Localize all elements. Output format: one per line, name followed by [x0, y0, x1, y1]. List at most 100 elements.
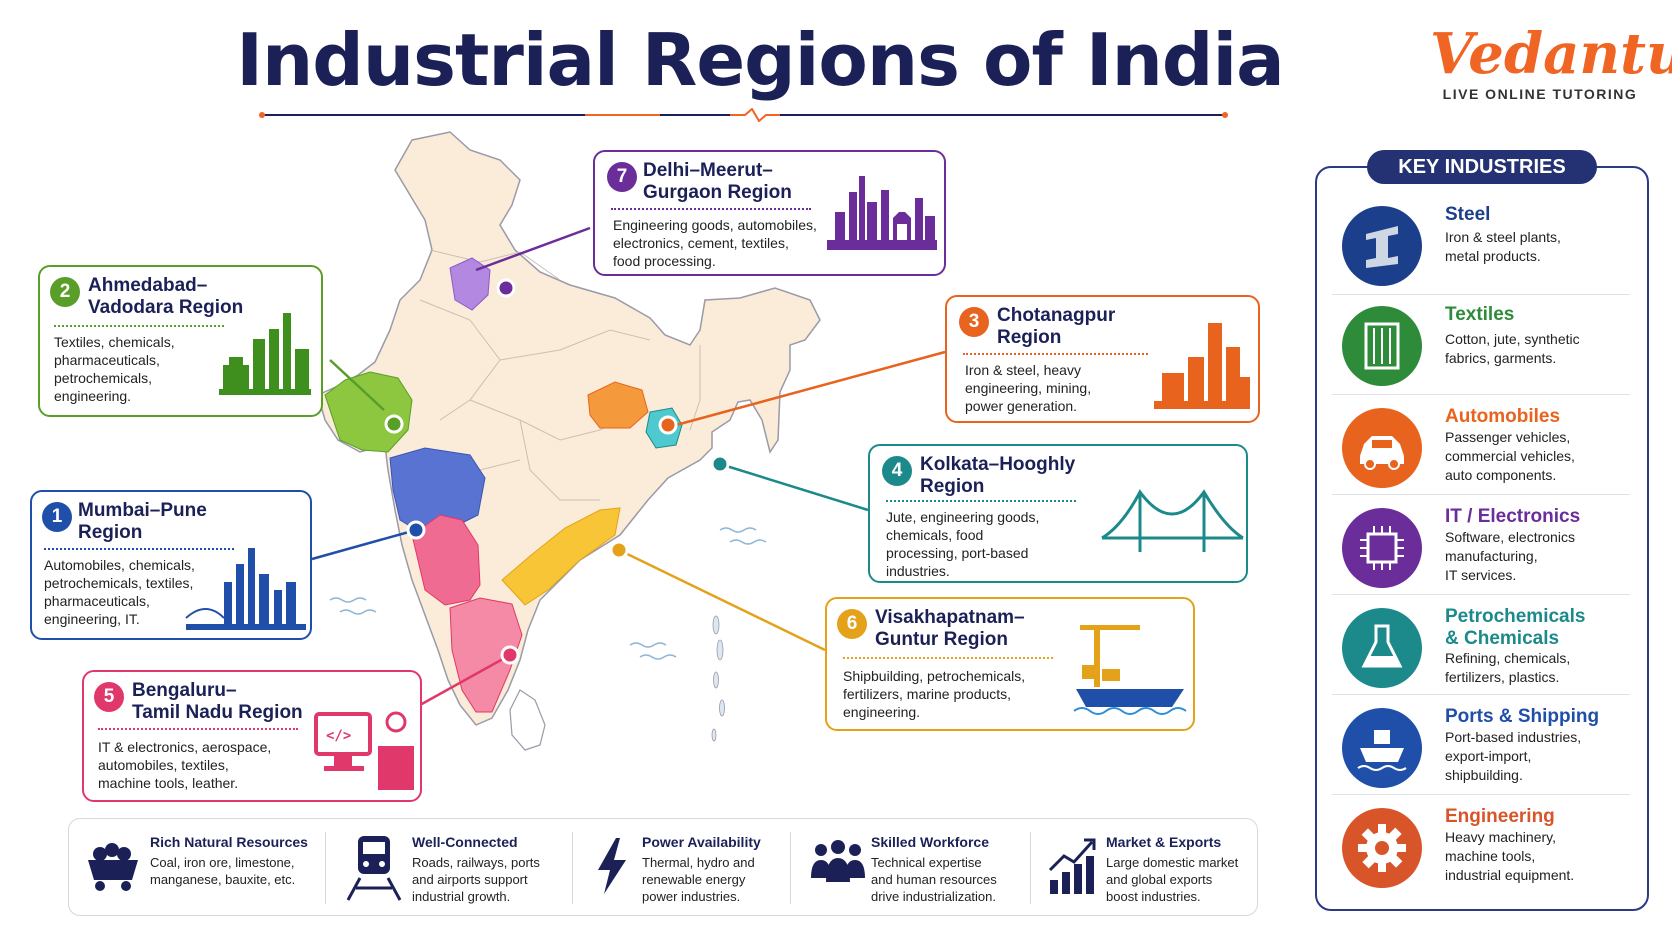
- lightning-icon: [598, 838, 626, 894]
- region-delhi-area: [449, 257, 491, 311]
- region-number-badge: 4: [882, 456, 912, 486]
- region-karnataka-area: [411, 514, 481, 606]
- sea-waves: [329, 527, 767, 660]
- marker-chotanagpur: [658, 415, 678, 435]
- factor-title: Market & Exports: [1106, 834, 1222, 850]
- region-card-visakhapatnam[interactable]: 6 Visakhapatnam– Guntur Region Shipbuildi…: [825, 597, 1195, 731]
- region-number-badge: 5: [94, 682, 124, 712]
- region-description: Shipbuilding, petrochemicals, fertilizers…: [843, 668, 1026, 720]
- industry-name: Engineering: [1445, 806, 1555, 827]
- factor-description: Technical expertise and human resources dr…: [871, 855, 997, 904]
- region-title: Chotanagpur Region: [997, 305, 1116, 348]
- separator: [790, 832, 791, 904]
- factor-description: Roads, railways, ports and airports suppo…: [412, 855, 540, 904]
- region-title: Bengaluru– Tamil Nadu Region: [132, 680, 303, 723]
- marker-delhi: [496, 278, 516, 298]
- skyline-bridge-icon: [185, 548, 306, 630]
- region-title: Kolkata–Hooghly Region: [920, 454, 1076, 497]
- factor-description: Large domestic market and global exports b…: [1106, 855, 1239, 904]
- steel-beam-icon: [1342, 206, 1422, 286]
- people-icon: [811, 840, 865, 882]
- region-description: Jute, engineering goods, chemicals, food p…: [886, 509, 1040, 579]
- separator: [1332, 494, 1630, 495]
- separator: [1332, 594, 1630, 595]
- industry-description: Refining, chemicals, fertilizers, plastic…: [1445, 650, 1571, 685]
- region-tamilnadu-area: [449, 597, 523, 713]
- separator: [1332, 294, 1630, 295]
- divider: [611, 208, 811, 210]
- industry-name: Ports & Shipping: [1445, 706, 1600, 727]
- region-number-badge: 6: [837, 609, 867, 639]
- region-card-ahmedabad[interactable]: 2 Ahmedabad– Vadodara Region Textiles, ch…: [38, 265, 323, 417]
- region-card-bengaluru[interactable]: 5 Bengaluru– Tamil Nadu Region IT & elect…: [82, 670, 422, 802]
- train-icon: [346, 836, 402, 901]
- region-maharashtra-area: [389, 447, 486, 533]
- region-title: Mumbai–Pune Region: [78, 500, 207, 543]
- chip-icon: [1342, 508, 1422, 588]
- industry-description: Heavy machinery, machine tools, industrial…: [1445, 829, 1575, 883]
- region-chotanagpur-area: [587, 381, 649, 429]
- factor-title: Well-Connected: [412, 834, 518, 850]
- industry-steel[interactable]: Steel Iron & steel plants, metal products…: [1330, 196, 1630, 296]
- region-description: Iron & steel, heavy engineering, mining, p…: [965, 362, 1092, 414]
- city-skyline-icon: [827, 176, 937, 250]
- divider: [98, 728, 298, 730]
- key-industries-heading: KEY INDUSTRIES: [1367, 150, 1597, 184]
- industry-it-electronics[interactable]: IT / Electronics Software, electronics ma…: [1330, 498, 1630, 598]
- marker-ahmedabad: [384, 414, 404, 434]
- region-number-badge: 2: [50, 277, 80, 307]
- port-crane-icon: [1073, 625, 1187, 715]
- region-andhra-area: [501, 507, 621, 606]
- divider: [963, 353, 1148, 355]
- logo-wordmark: Vedantu: [1430, 21, 1672, 87]
- brand-logo[interactable]: Vedantu LIVE ONLINE TUTORING: [1430, 21, 1672, 102]
- factor-connectivity[interactable]: Well-Connected Roads, railways, ports and…: [340, 826, 570, 912]
- state-boundaries: [419, 249, 701, 501]
- separator: [325, 832, 326, 904]
- industry-name: IT / Electronics: [1445, 506, 1581, 527]
- map-markers: [384, 278, 730, 665]
- factor-workforce[interactable]: Skilled Workforce Technical expertise and…: [805, 826, 1025, 912]
- factor-title: Skilled Workforce: [871, 834, 990, 850]
- separator: [1332, 694, 1630, 695]
- industry-name: Petrochemicals & Chemicals: [1445, 606, 1586, 649]
- region-card-kolkata[interactable]: 4 Kolkata–Hooghly Region Jute, engineerin…: [868, 444, 1248, 583]
- title-underline: [259, 108, 1228, 122]
- industry-description: Software, electronics manufacturing, IT se…: [1445, 529, 1575, 583]
- region-card-delhi[interactable]: 7 Delhi–Meerut– Gurgaon Region Engineerin…: [593, 150, 946, 276]
- factor-power[interactable]: Power Availability Thermal, hydro and ren…: [588, 826, 788, 912]
- industry-petrochemicals[interactable]: Petrochemicals & Chemicals Refining, chem…: [1330, 598, 1630, 698]
- industry-engineering[interactable]: Engineering Heavy machinery, machine tool…: [1330, 798, 1630, 898]
- region-description: Automobiles, chemicals, petrochemicals, t…: [44, 557, 195, 627]
- growth-chart-icon: [1048, 838, 1096, 894]
- bridge-icon: [1101, 489, 1244, 552]
- industry-automobiles[interactable]: Automobiles Passenger vehicles, commercia…: [1330, 398, 1630, 498]
- fabric-icon: [1342, 306, 1422, 386]
- industry-description: Port-based industries, export-import, ship…: [1445, 729, 1582, 783]
- divider: [54, 325, 224, 327]
- marker-visakhapatnam: [609, 540, 629, 560]
- factor-description: Coal, iron ore, limestone, manganese, bau…: [150, 855, 296, 887]
- factor-market-exports[interactable]: Market & Exports Large domestic market an…: [1042, 826, 1252, 912]
- logo-tagline: LIVE ONLINE TUTORING: [1442, 86, 1638, 102]
- divider: [44, 548, 234, 550]
- industry-name: Automobiles: [1445, 406, 1561, 427]
- industry-textiles[interactable]: Textiles Cotton, jute, synthetic fabrics,…: [1330, 296, 1630, 396]
- page-title: Industrial Regions of India: [236, 18, 1284, 102]
- region-card-chotanagpur[interactable]: 3 Chotanagpur Region Iron & steel, heavy e…: [945, 295, 1260, 423]
- industry-name: Steel: [1445, 204, 1491, 225]
- factor-natural-resources[interactable]: Rich Natural Resources Coal, iron ore, l…: [80, 826, 310, 912]
- factor-title: Rich Natural Resources: [150, 834, 308, 850]
- separator: [1332, 794, 1630, 795]
- flask-icon: [1342, 608, 1422, 688]
- region-title: Delhi–Meerut– Gurgaon Region: [643, 160, 792, 203]
- ship-icon: [1342, 708, 1422, 788]
- mine-cart-icon: [88, 843, 138, 891]
- divider: [843, 657, 1053, 659]
- industry-ports-shipping[interactable]: Ports & Shipping Port-based industries, e…: [1330, 698, 1630, 798]
- region-card-mumbai[interactable]: 1 Mumbai–Pune Region Automobiles, chemica…: [30, 490, 312, 640]
- marker-mumbai: [406, 520, 426, 540]
- separator: [1332, 394, 1630, 395]
